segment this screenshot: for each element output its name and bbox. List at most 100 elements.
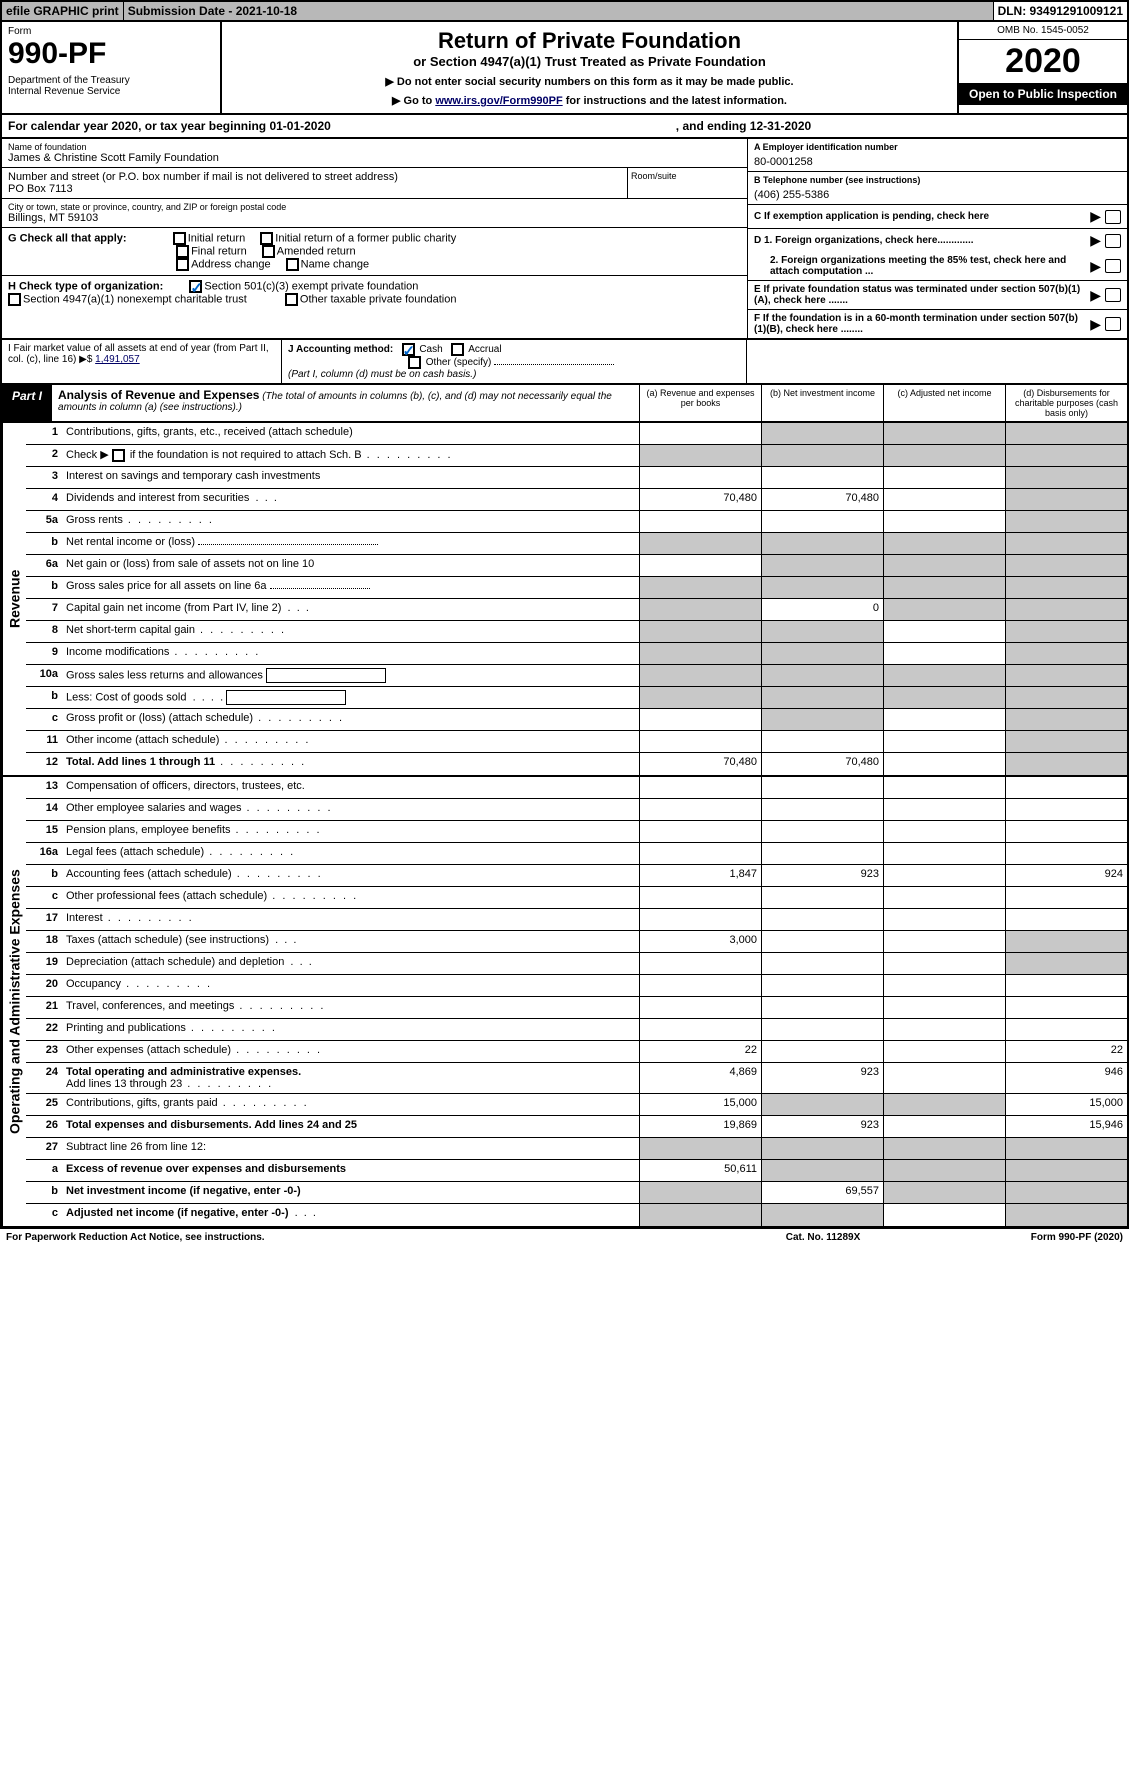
g-row: G Check all that apply: Initial return I… (2, 228, 747, 276)
expenses-table: Operating and Administrative Expenses 13… (0, 777, 1129, 1228)
phone-cell: B Telephone number (see instructions) (4… (748, 172, 1127, 205)
fmv-value[interactable]: 1,491,057 (95, 354, 140, 365)
submission-date: Submission Date - 2021-10-18 (124, 2, 994, 20)
calendar-year-row: For calendar year 2020, or tax year begi… (0, 115, 1129, 139)
line-13: Compensation of officers, directors, tru… (62, 777, 639, 798)
city-cell: City or town, state or province, country… (2, 199, 747, 228)
note-link: ▶ Go to www.irs.gov/Form990PF for instru… (228, 94, 951, 107)
irs-link[interactable]: www.irs.gov/Form990PF (435, 95, 562, 107)
omb-number: OMB No. 1545-0052 (959, 22, 1127, 40)
line-3: Interest on savings and temporary cash i… (62, 467, 639, 488)
name-label: Name of foundation (8, 142, 741, 152)
i-cell: I Fair market value of all assets at end… (2, 340, 282, 383)
line-23: Other expenses (attach schedule) (62, 1041, 639, 1062)
d1-label: D 1. Foreign organizations, check here..… (754, 235, 974, 246)
col-c-head: (c) Adjusted net income (883, 385, 1005, 421)
j-note: (Part I, column (d) must be on cash basi… (288, 369, 476, 380)
f-label: F If the foundation is in a 60-month ter… (754, 313, 1078, 335)
d2-checkbox[interactable] (1105, 259, 1121, 273)
line-5a: Gross rents (62, 511, 639, 532)
city-label: City or town, state or province, country… (8, 202, 741, 212)
e-row: E If private foundation status was termi… (748, 281, 1127, 310)
line-12: Total. Add lines 1 through 11 (62, 753, 639, 775)
f-checkbox[interactable] (1105, 317, 1121, 331)
form-title: Return of Private Foundation (228, 28, 951, 54)
line-26: Total expenses and disbursements. Add li… (62, 1116, 639, 1137)
line-14: Other employee salaries and wages (62, 799, 639, 820)
ein-value: 80-0001258 (754, 152, 1121, 168)
a-label: A Employer identification number (754, 142, 898, 152)
j-accrual-label: Accrual (468, 344, 501, 355)
line-10a: Gross sales less returns and allowances (62, 665, 639, 686)
d1-row: D 1. Foreign organizations, check here..… (748, 229, 1127, 252)
j-cash-checkbox[interactable] (402, 343, 415, 356)
info-left: Name of foundation James & Christine Sco… (2, 139, 747, 338)
h-opt-other[interactable]: Other taxable private foundation (285, 293, 457, 306)
h-opt-4947[interactable]: Section 4947(a)(1) nonexempt charitable … (8, 293, 247, 306)
j-accrual-checkbox[interactable] (451, 343, 464, 356)
info-right: A Employer identification number 80-0001… (747, 139, 1127, 338)
line-19: Depreciation (attach schedule) and deple… (62, 953, 639, 974)
col-b-head: (b) Net investment income (761, 385, 883, 421)
expenses-side-label: Operating and Administrative Expenses (2, 777, 26, 1226)
b-label: B Telephone number (see instructions) (754, 175, 920, 185)
line-2: Check ▶ if the foundation is not require… (62, 445, 639, 466)
part1-title: Analysis of Revenue and Expenses (The to… (52, 385, 639, 421)
line-5b: Net rental income or (loss) (62, 533, 639, 554)
line-21: Travel, conferences, and meetings (62, 997, 639, 1018)
line-17: Interest (62, 909, 639, 930)
part1-title-text: Analysis of Revenue and Expenses (58, 388, 259, 402)
form-subtitle: or Section 4947(a)(1) Trust Treated as P… (228, 54, 951, 69)
efile-label: efile GRAPHIC print (2, 2, 124, 20)
h-opt-501c3[interactable]: Section 501(c)(3) exempt private foundat… (189, 280, 418, 293)
arrow-icon: ▶ (1090, 258, 1101, 275)
dept-label: Department of the Treasury Internal Reve… (8, 75, 214, 97)
f-row: F If the foundation is in a 60-month ter… (748, 310, 1127, 338)
g-opt-initial-public[interactable]: Initial return of a former public charit… (260, 232, 456, 245)
open-public: Open to Public Inspection (959, 83, 1127, 105)
g-opt-address[interactable]: Address change (176, 258, 271, 271)
form-header: Form 990-PF Department of the Treasury I… (0, 22, 1129, 115)
c-checkbox[interactable] (1105, 210, 1121, 224)
col-a-head: (a) Revenue and expenses per books (639, 385, 761, 421)
footer-left: For Paperwork Reduction Act Notice, see … (6, 1232, 723, 1243)
g-opt-amended[interactable]: Amended return (262, 245, 356, 258)
e-checkbox[interactable] (1105, 288, 1121, 302)
line-22: Printing and publications (62, 1019, 639, 1040)
top-bar: efile GRAPHIC print Submission Date - 20… (0, 0, 1129, 22)
line-15: Pension plans, employee benefits (62, 821, 639, 842)
line-2-checkbox[interactable] (112, 449, 125, 462)
d1-checkbox[interactable] (1105, 234, 1121, 248)
line-27: Subtract line 26 from line 12: (62, 1138, 639, 1159)
d2-label: 2. Foreign organizations meeting the 85%… (770, 255, 1066, 277)
g-opt-initial[interactable]: Initial return (173, 232, 245, 245)
g-opt-final[interactable]: Final return (176, 245, 247, 258)
part1-label: Part I (2, 385, 52, 421)
line-20: Occupancy (62, 975, 639, 996)
line-25: Contributions, gifts, grants paid (62, 1094, 639, 1115)
room-label: Room/suite (627, 168, 747, 198)
j-other-checkbox[interactable] (408, 356, 421, 369)
header-center: Return of Private Foundation or Section … (222, 22, 957, 113)
line-8: Net short-term capital gain (62, 621, 639, 642)
h-label: H Check type of organization: (8, 280, 163, 292)
arrow-icon: ▶ (1090, 208, 1101, 225)
ein-cell: A Employer identification number 80-0001… (748, 139, 1127, 172)
line-10c: Gross profit or (loss) (attach schedule) (62, 709, 639, 730)
h-row: H Check type of organization: Section 50… (2, 276, 747, 310)
form-label: Form (8, 26, 214, 37)
note2-pre: ▶ Go to (392, 95, 435, 107)
line-16a: Legal fees (attach schedule) (62, 843, 639, 864)
line-4: Dividends and interest from securities .… (62, 489, 639, 510)
c-row: C If exemption application is pending, c… (748, 205, 1127, 229)
addr-value: PO Box 7113 (8, 183, 621, 195)
j-cash-label: Cash (419, 344, 442, 355)
line-11: Other income (attach schedule) (62, 731, 639, 752)
line-9: Income modifications (62, 643, 639, 664)
j-label: J Accounting method: (288, 344, 393, 355)
line-6b: Gross sales price for all assets on line… (62, 577, 639, 598)
foundation-name-cell: Name of foundation James & Christine Sco… (2, 139, 747, 168)
g-opt-name[interactable]: Name change (286, 258, 370, 271)
line-1: Contributions, gifts, grants, etc., rece… (62, 423, 639, 444)
arrow-icon: ▶ (1090, 287, 1101, 304)
